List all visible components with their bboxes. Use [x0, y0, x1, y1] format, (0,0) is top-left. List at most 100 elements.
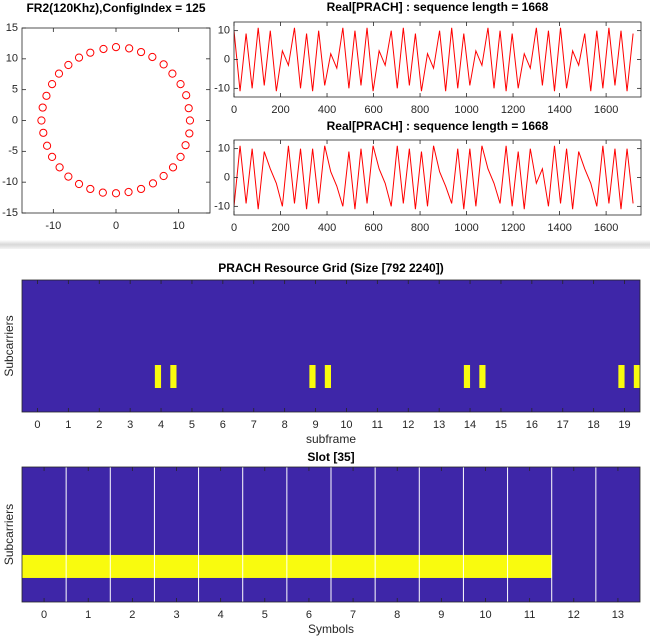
- x-tick-label: 12: [568, 609, 580, 621]
- point: [47, 80, 57, 89]
- point: [148, 52, 157, 62]
- y-tick-label: 0: [12, 114, 18, 126]
- y-tick-label: 5: [12, 84, 18, 96]
- grid-block: [633, 365, 640, 388]
- point: [98, 188, 107, 197]
- x-tick-label: 400: [318, 104, 336, 116]
- point: [74, 179, 84, 189]
- y-tick-label: 0: [224, 171, 230, 183]
- x-tick-label: 0: [231, 222, 237, 234]
- axes-box: [233, 139, 642, 216]
- x-tick-label: 600: [364, 222, 382, 234]
- x-tick-label: 9: [312, 419, 318, 431]
- point: [184, 104, 193, 113]
- y-tick-label: 10: [6, 53, 18, 65]
- y-tick-label: -10: [214, 200, 230, 212]
- chart-title: FR2(120Khz),ConfigIndex = 125: [26, 1, 205, 15]
- point: [136, 184, 146, 194]
- series-line: [234, 145, 634, 210]
- x-tick-label: 1600: [594, 104, 618, 116]
- axes-box: [21, 279, 641, 413]
- point: [42, 141, 52, 150]
- plot-area: [22, 467, 597, 602]
- y-tick-label: 10: [218, 143, 230, 155]
- x-tick-label: 1000: [454, 222, 478, 234]
- y-tick-label: 0: [224, 53, 230, 65]
- x-tick-label: 1: [85, 609, 91, 621]
- point: [111, 43, 121, 52]
- axes-box: [21, 27, 211, 214]
- x-tick-label: 1600: [594, 222, 618, 234]
- grid-block: [309, 365, 316, 388]
- point: [185, 116, 195, 125]
- point: [55, 163, 64, 172]
- chart-panel: Real[PRACH] : sequence length = 1668 0 200…: [214, 0, 642, 116]
- x-tick-label: 400: [318, 222, 336, 234]
- axes-box: [21, 466, 641, 603]
- point: [39, 128, 48, 137]
- x-tick-label: 18: [588, 419, 600, 431]
- x-tick-label: 6: [306, 609, 312, 621]
- plot-area: [154, 365, 640, 388]
- x-tick-label: 1: [65, 419, 71, 431]
- x-tick-label: 13: [612, 609, 624, 621]
- grid-block: [618, 365, 625, 388]
- plot-area: [234, 145, 634, 210]
- point: [86, 48, 95, 57]
- x-tick-label: 0: [231, 104, 237, 116]
- x-tick-label: -10: [45, 220, 61, 232]
- point: [125, 44, 134, 53]
- x-tick-label: 7: [350, 609, 356, 621]
- x-axis-label: subframe: [306, 432, 356, 446]
- y-tick-label: 10: [218, 25, 230, 37]
- grid-block: [479, 365, 486, 388]
- grid-block: [170, 365, 177, 388]
- point: [148, 179, 158, 188]
- chart-panel: Slot [35]0 1 2 3 4 5 6 7 8 9 10 11 12 13SymbolsSubcar…: [2, 450, 641, 636]
- y-tick-label: -10: [2, 176, 18, 188]
- chart-panel: PRACH Resource Grid (Size [792 2240])0 1 2…: [2, 261, 641, 446]
- point: [124, 187, 133, 197]
- y-tick-label: 15: [6, 22, 18, 34]
- panel-divider: [0, 240, 650, 249]
- x-tick-label: 200: [271, 104, 289, 116]
- chart-panel: Real[PRACH] : sequence length = 1668 0 200…: [214, 119, 642, 234]
- chart-title: Real[PRACH] : sequence length = 1668: [327, 119, 549, 133]
- x-tick-label: 4: [218, 609, 224, 621]
- x-tick-label: 1400: [547, 222, 571, 234]
- x-tick-label: 8: [394, 609, 400, 621]
- y-tick-label: -15: [2, 207, 18, 219]
- point: [185, 129, 194, 138]
- x-tick-label: 14: [464, 419, 476, 431]
- x-tick-label: 17: [557, 419, 569, 431]
- point: [38, 103, 47, 112]
- x-tick-label: 10: [173, 220, 185, 232]
- x-tick-label: 1200: [501, 104, 525, 116]
- x-tick-label: 8: [282, 419, 288, 431]
- plot-area: [234, 27, 634, 92]
- x-tick-label: 600: [364, 104, 382, 116]
- x-tick-label: 2: [129, 609, 135, 621]
- x-tick-label: 200: [271, 222, 289, 234]
- point: [47, 152, 57, 161]
- point: [176, 80, 185, 89]
- x-tick-label: 9: [438, 609, 444, 621]
- x-tick-label: 15: [495, 419, 507, 431]
- grid-block: [463, 365, 471, 388]
- point: [182, 91, 191, 100]
- x-tick-label: 13: [433, 419, 445, 431]
- point: [168, 163, 178, 172]
- x-tick-label: 0: [113, 220, 119, 232]
- x-tick-label: 10: [340, 419, 352, 431]
- point: [99, 44, 108, 54]
- point: [181, 141, 190, 150]
- x-axis-label: Symbols: [308, 622, 354, 636]
- chart-panel: FR2(120Khz),ConfigIndex = 125 -10 0 10 -15 -1…: [2, 1, 211, 232]
- point: [168, 69, 177, 78]
- grid-block: [324, 365, 331, 388]
- x-tick-label: 1000: [454, 104, 478, 116]
- point: [86, 184, 95, 194]
- y-axis-label: Subcarriers: [2, 504, 16, 565]
- point: [42, 91, 51, 100]
